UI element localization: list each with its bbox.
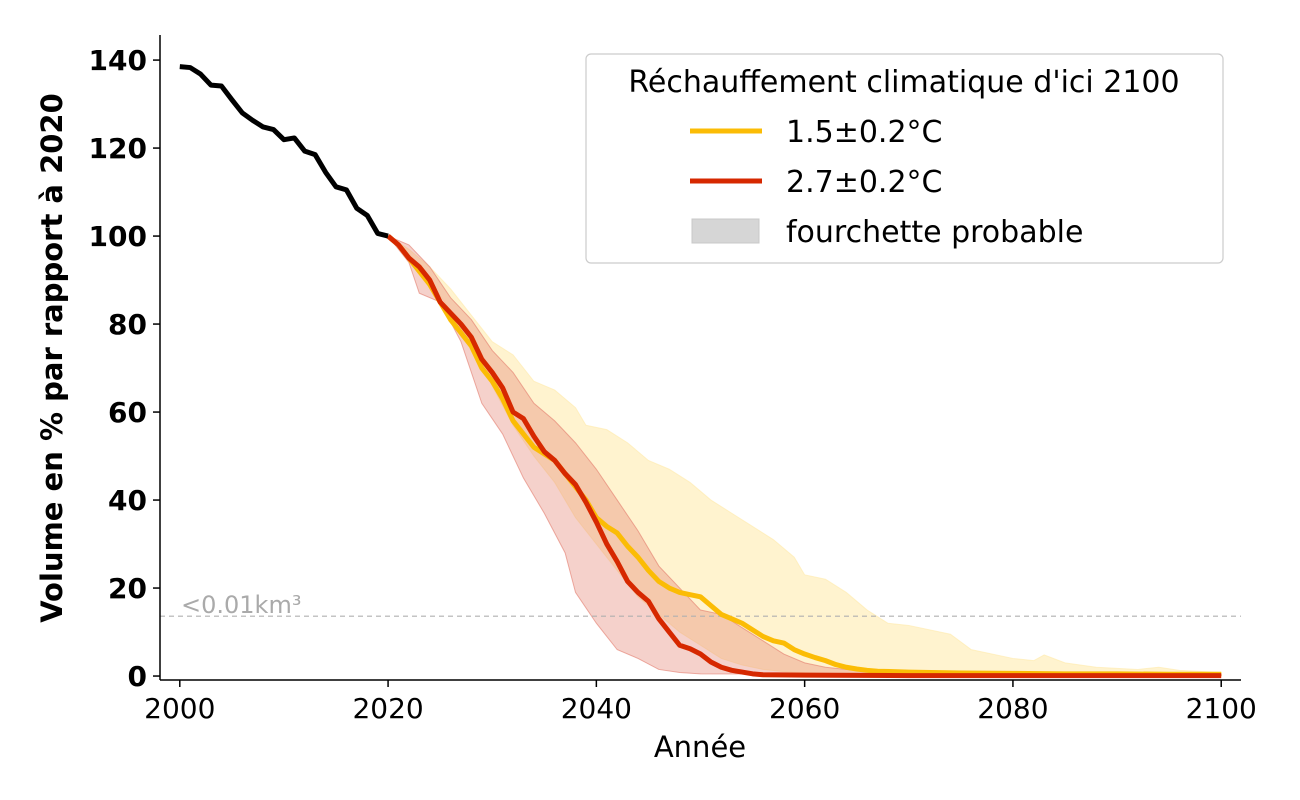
x-tick-label: 2020 [352, 692, 423, 725]
series-line-2.7±0.2°C [386, 234, 1222, 679]
y-axis-label: Volume en % par rapport à 2020 [35, 93, 69, 623]
legend-entry-2-7: 2.7±0.2°C [786, 165, 943, 200]
y-tick-label: 40 [108, 484, 147, 517]
uncertainty-bands [387, 235, 1222, 677]
axis-ticks: 2000 2020 2040 2060 2080 21000204060801001201… [89, 44, 1257, 725]
legend-title: Réchauffement climatique d'ici 2100 [628, 65, 1179, 100]
legend-entry-range: fourchette probable [786, 215, 1083, 250]
x-tick-label: 2080 [977, 692, 1048, 725]
y-tick-label: 80 [108, 308, 147, 341]
x-tick-label: 2060 [769, 692, 840, 725]
series-line-1.5±0.2°C [386, 234, 1222, 677]
y-tick-label: 60 [108, 396, 147, 429]
historical-line [179, 64, 389, 239]
y-tick-label: 120 [89, 132, 147, 165]
x-tick-label: 2040 [561, 692, 632, 725]
y-tick-label: 20 [108, 572, 147, 605]
legend-entry-1-5: 1.5±0.2°C [786, 115, 943, 150]
legend-frame [585, 53, 1224, 264]
x-tick-label: 2100 [1186, 692, 1257, 725]
series-lines [179, 64, 1222, 679]
y-tick-label: 140 [89, 44, 147, 77]
x-tick-label: 2000 [144, 692, 215, 725]
legend-swatch-range [691, 218, 760, 244]
legend: Réchauffement climatique d'ici 2100 1.5±… [585, 53, 1224, 264]
band-2.7±0.2°C [387, 235, 1222, 677]
band-1.5±0.2°C [387, 235, 1222, 676]
threshold-label: <0.01km³ [181, 591, 301, 619]
y-tick-label: 100 [89, 220, 147, 253]
x-axis-label: Année [654, 730, 746, 764]
y-tick-label: 0 [128, 660, 147, 693]
